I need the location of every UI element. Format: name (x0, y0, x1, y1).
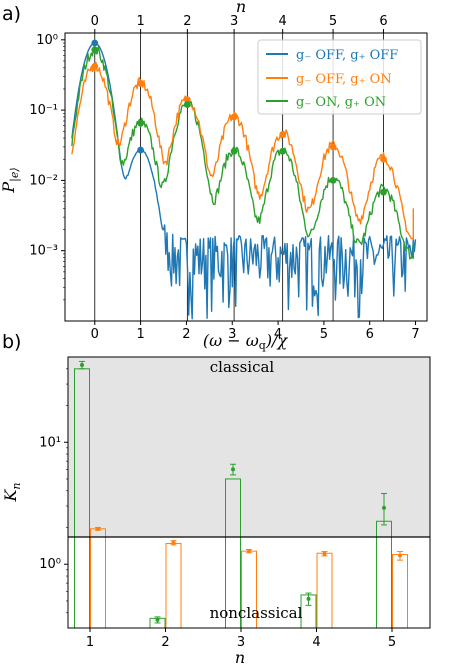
y-tick-label: 10⁻¹ (29, 103, 58, 118)
classical-region (68, 357, 430, 537)
peak-point (380, 188, 387, 196)
top-tick-label: 2 (183, 14, 191, 29)
y-axis-ticks: 10⁰ 10¹ (39, 368, 68, 614)
top-tick-label: 1 (136, 14, 144, 29)
x-tick-label: 2 (182, 327, 190, 342)
axes-frame-b (67, 356, 431, 629)
series-group (71, 42, 417, 320)
panel-b-label: b) (2, 331, 21, 353)
measured-point (306, 596, 311, 601)
x-tick-label: 2 (161, 635, 169, 650)
measured-point (155, 617, 160, 622)
x-axis-ticks: 0 1 2 3 4 5 6 7 (91, 321, 420, 342)
legend-entry: g₋ OFF, g₊ OFF (296, 48, 398, 63)
x-tick-label: 6 (366, 327, 374, 342)
y-tick-label: 10⁰ (36, 33, 58, 48)
measured-point (398, 553, 402, 558)
legend-entry: g₋ OFF, g₊ ON (296, 72, 392, 87)
legend: g₋ OFF, g₊ OFF g₋ OFF, g₊ ON g₋ ON, g₊ O… (257, 39, 422, 115)
x-axis-ticks: 1 2 3 4 5 (86, 628, 396, 650)
peak-point (230, 147, 238, 155)
classical-label: classical (210, 358, 275, 376)
series-line (71, 44, 414, 260)
peak-point (380, 155, 387, 163)
top-tick-label: 5 (329, 14, 337, 29)
panel-a-label: a) (2, 3, 21, 25)
series-line (71, 42, 417, 320)
x-tick-label: 5 (388, 635, 396, 650)
x-axis-label: (ω − ωq)/χ (203, 331, 289, 352)
peak-point (230, 113, 238, 121)
panel-b: b) classical nonclassical 1 2 3 4 5 10⁰ 10¹ n… (1, 331, 431, 667)
y-axis-label: Kn (1, 482, 23, 502)
panel-a: a) 0 1 2 3 4 5 6 7 0 1 2 3 4 5 6 10⁰ 10⁻¹ 10⁻² 10⁻³ n (ω… (0, 0, 428, 352)
x-tick-label: 4 (312, 635, 320, 650)
nonclassical-label: nonclassical (210, 604, 303, 622)
measured-point (171, 540, 176, 545)
x-axis-label: n (235, 648, 245, 667)
top-tick-label: 3 (230, 14, 238, 29)
bar (316, 552, 333, 629)
x-tick-label: 3 (228, 327, 236, 342)
peak-point (91, 46, 99, 54)
x-tick-label: 7 (411, 327, 419, 342)
legend-entry: g₋ ON, g₊ ON (296, 95, 386, 110)
bar (165, 542, 182, 629)
x-tick-label: 1 (136, 327, 144, 342)
measured-point (96, 526, 100, 531)
peak-point (279, 131, 287, 138)
peak-point (279, 147, 287, 155)
top-x-axis-ticks: 0 1 2 3 4 5 6 (91, 14, 388, 33)
measured-point (247, 549, 251, 554)
peak-markers (91, 39, 387, 196)
top-tick-label: 0 (91, 14, 99, 29)
series-line (71, 61, 414, 241)
y-axis-ticks: 10⁰ 10⁻¹ 10⁻² 10⁻³ (29, 33, 65, 301)
measured-point (382, 505, 386, 510)
bar (392, 554, 408, 629)
x-tick-label: 5 (320, 327, 328, 342)
peak-point (183, 96, 191, 104)
axes-frame-a (64, 32, 428, 322)
peak-point (329, 177, 337, 184)
y-tick-label: 10⁰ (39, 557, 61, 572)
y-axis-label: P|e⟩ (0, 167, 22, 193)
top-tick-label: 6 (379, 14, 387, 29)
peak-point (91, 62, 99, 70)
top-tick-label: 4 (279, 14, 287, 29)
peak-point (91, 39, 99, 47)
y-tick-label: 10⁻³ (29, 244, 58, 259)
x-tick-label: 4 (274, 327, 282, 342)
y-tick-label: 10⁻² (29, 173, 58, 188)
peak-point (137, 119, 145, 127)
x-tick-label: 3 (237, 635, 245, 650)
bar (90, 528, 106, 629)
measured-point (322, 551, 327, 556)
y-tick-label: 10¹ (39, 435, 61, 450)
top-x-axis-label: n (236, 0, 246, 16)
peak-point (329, 143, 337, 151)
measured-point (231, 467, 235, 472)
x-tick-label: 1 (86, 635, 94, 650)
legend-box (257, 39, 422, 115)
peak-point (183, 101, 191, 108)
peak-point (137, 79, 145, 87)
measured-point (80, 362, 84, 367)
peak-point (137, 146, 145, 154)
x-tick-label: 0 (91, 327, 99, 342)
